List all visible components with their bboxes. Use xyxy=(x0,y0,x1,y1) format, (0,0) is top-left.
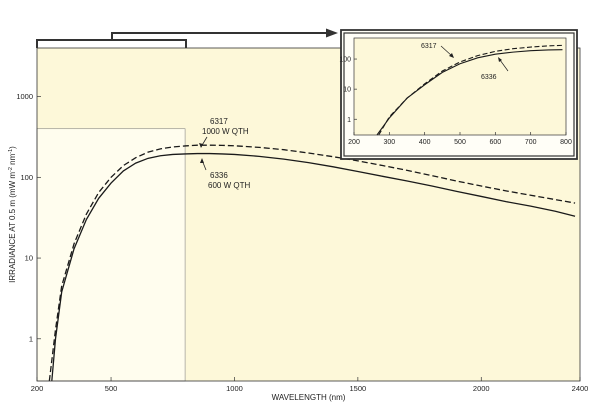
x-tick-label: 500 xyxy=(105,384,118,393)
inset-y-tick-label: 100 xyxy=(339,57,351,64)
inset-x-tick-label: 400 xyxy=(419,139,431,146)
inset-x-tick-label: 200 xyxy=(348,139,360,146)
inset-annotation-6317: 6317 xyxy=(421,43,454,58)
inset-y-axis-ticks: 1 10 100 xyxy=(339,57,357,124)
inset-annotation-6336-arrowhead xyxy=(498,57,502,62)
inset-x-tick-label: 600 xyxy=(489,139,501,146)
annotation-6317-name: 6317 xyxy=(210,117,228,126)
x-tick-label: 2000 xyxy=(473,384,490,393)
inset-y-tick-label: 10 xyxy=(343,87,351,94)
inset-chart: 200 300 400 500 600 700 800 1 10 100 6317 6336 xyxy=(339,29,578,160)
highlight-region xyxy=(36,128,186,382)
inset-annotation-6336-name: 6336 xyxy=(481,74,497,81)
x-tick-label: 1000 xyxy=(226,384,243,393)
x-axis-ticks: 200 500 1000 1500 2000 2400 xyxy=(31,377,589,393)
inset-y-tick-label: 1 xyxy=(347,117,351,124)
zoom-connector xyxy=(111,32,328,40)
x-tick-label: 200 xyxy=(31,384,44,393)
annotation-6336: 6336 600 W QTH xyxy=(200,158,250,190)
y-tick-label: 10 xyxy=(25,254,33,263)
y-tick-label: 100 xyxy=(20,173,33,182)
inset-annotation-6336: 6336 xyxy=(481,57,509,81)
inset-x-axis-ticks: 200 300 400 500 600 700 800 xyxy=(348,132,572,146)
inset-inner-border xyxy=(343,32,575,157)
zoom-arrowhead xyxy=(326,28,338,38)
y-axis-label: IRRADIANCE AT 0.5 m (mW m-2 nm-1) xyxy=(8,146,17,283)
inset-x-tick-label: 700 xyxy=(525,139,537,146)
zoom-indicator xyxy=(36,28,338,48)
x-axis-label: WAVELENGTH (nm) xyxy=(272,393,346,402)
annotation-6317-lamp: 1000 W QTH xyxy=(202,127,249,136)
annotation-6336-name: 6336 xyxy=(210,171,228,180)
y-axis-ticks: 1 10 100 1000 xyxy=(16,92,41,343)
inset-plot-background xyxy=(354,38,566,135)
inset-annotation-6317-arrowhead xyxy=(449,53,454,58)
inset-annotation-6336-leader xyxy=(499,59,509,72)
y-tick-label: 1000 xyxy=(16,92,33,101)
annotation-6336-arrowhead xyxy=(200,158,204,163)
y-tick-label: 1 xyxy=(29,334,33,343)
annotation-6317: 6317 1000 W QTH xyxy=(199,117,249,148)
annotation-6336-lamp: 600 W QTH xyxy=(208,181,250,190)
x-tick-label: 2400 xyxy=(572,384,589,393)
series-line-6336 xyxy=(51,152,576,382)
x-tick-label: 1500 xyxy=(350,384,367,393)
inset-x-tick-label: 300 xyxy=(383,139,395,146)
inset-x-tick-label: 800 xyxy=(560,139,572,146)
inset-annotation-6317-leader xyxy=(440,45,453,57)
inset-x-tick-label: 500 xyxy=(454,139,466,146)
inset-annotation-6317-name: 6317 xyxy=(421,43,437,50)
series-line-6317 xyxy=(48,144,576,382)
zoom-bracket xyxy=(36,39,187,48)
plot-frame xyxy=(36,47,581,382)
annotation-6317-arrowhead xyxy=(199,143,203,148)
inset-series-line-6336 xyxy=(376,49,563,136)
